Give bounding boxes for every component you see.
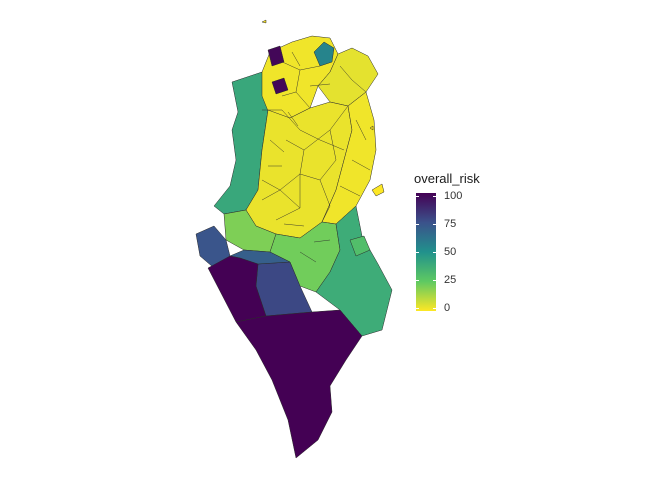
legend-tick-mark xyxy=(416,280,419,281)
legend-tick-mark xyxy=(416,196,419,197)
legend-tick-label: 50 xyxy=(444,246,457,258)
legend-tick-label: 100 xyxy=(444,190,463,202)
legend-tick-mark xyxy=(416,224,419,225)
legend-tick-mark xyxy=(433,280,436,281)
island-galite xyxy=(261,19,267,24)
region-tunis-area[interactable] xyxy=(313,41,335,67)
islands xyxy=(261,19,385,197)
legend-tick-mark xyxy=(433,252,436,253)
island-kerkennah xyxy=(371,183,385,197)
region-central-west-1[interactable] xyxy=(271,77,289,95)
legend-tick-label: 25 xyxy=(444,274,457,286)
legend-tick-label: 75 xyxy=(444,218,457,230)
region-southeast-coast[interactable] xyxy=(315,205,393,337)
legend-tick-mark xyxy=(433,224,436,225)
district-borders xyxy=(261,51,371,263)
legend-tick-mark xyxy=(416,308,419,309)
island-kuriat xyxy=(369,125,374,131)
color-legend: overall_risk 100 75 50 25 0 xyxy=(414,171,524,321)
region-far-south[interactable] xyxy=(235,309,363,459)
legend-tick-mark xyxy=(433,196,436,197)
region-northeast-cap-bon[interactable] xyxy=(317,47,379,107)
regions-layer xyxy=(195,35,393,459)
legend-tick-mark xyxy=(433,308,436,309)
region-djerba-area[interactable] xyxy=(349,235,371,257)
legend-title: overall_risk xyxy=(414,171,480,186)
legend-tick-label: 0 xyxy=(444,302,451,314)
legend-colorbar xyxy=(416,193,436,311)
legend-tick-mark xyxy=(416,252,419,253)
